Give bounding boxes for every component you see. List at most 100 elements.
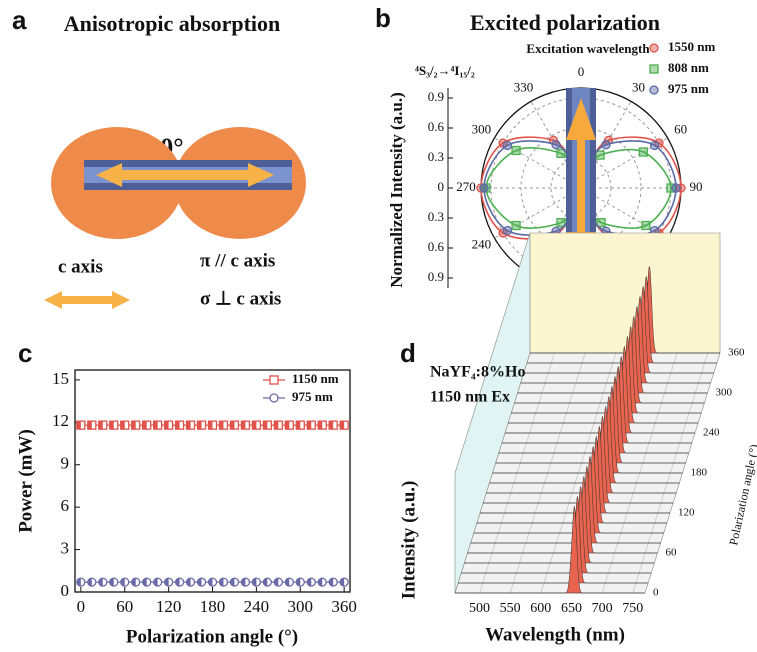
annotation: NaYF₄:8%Ho (430, 364, 525, 381)
y-axis-label: Power (mW) (15, 429, 36, 533)
marker-half (252, 421, 256, 429)
x-tick-label: 300 (288, 597, 314, 616)
r-tick-label: 0.6 (428, 119, 445, 134)
marker (512, 147, 520, 155)
theta-tick-label: 240 (472, 236, 492, 251)
x-tick-label: 600 (530, 601, 551, 616)
r-tick-label: 0 (438, 179, 445, 194)
x-tick-label: 750 (622, 601, 643, 616)
r-tick-label: 0.6 (428, 239, 445, 254)
z-tick-label: 240 (703, 427, 720, 439)
theta-tick-label: 0 (578, 64, 585, 79)
marker-half (154, 421, 158, 429)
theta-tick-label: 270 (456, 179, 476, 194)
marker (552, 141, 560, 149)
y-tick-label: 0 (61, 581, 70, 600)
marker-half (219, 421, 223, 429)
theta-tick-label: 330 (514, 79, 534, 94)
x-tick-label: 120 (156, 597, 182, 616)
theta-tick-label: 300 (472, 121, 492, 136)
marker (512, 222, 520, 230)
x-tick-label: 60 (116, 597, 133, 616)
marker-half (340, 421, 344, 429)
y-tick-label: 6 (61, 496, 70, 515)
marker-half (88, 421, 92, 429)
panel-label: d (400, 338, 416, 368)
y-axis-label: Intensity (a.u.) (398, 481, 419, 600)
marker (503, 227, 511, 235)
legend-label: 1150 nm (292, 371, 339, 386)
panel-label: b (375, 3, 391, 33)
marker-half (263, 421, 267, 429)
r-tick-label: 0.3 (428, 149, 444, 164)
theta-tick-label: 30 (632, 79, 645, 94)
marker-half (132, 421, 136, 429)
panel-label: c (18, 338, 32, 368)
marker-half (121, 421, 125, 429)
r-tick-label: 0.3 (428, 209, 444, 224)
x-tick-label: 240 (244, 597, 270, 616)
marker-half (110, 421, 114, 429)
z-tick-label: 0 (653, 587, 659, 599)
x-tick-label: 360 (331, 597, 357, 616)
x-tick-label: 650 (561, 601, 582, 616)
marker-half (209, 421, 213, 429)
z-tick-label: 300 (716, 387, 733, 399)
marker-half (285, 421, 289, 429)
marker-half (329, 421, 333, 429)
legend-label: 975 nm (668, 81, 709, 96)
panel-title: Anisotropic absorption (64, 11, 281, 36)
x-axis-label: Polarization angle (°) (126, 626, 298, 647)
y-axis-label: Normalized Intensity (a.u.) (387, 92, 406, 287)
legend-sigma: σ ⊥ c axis (200, 288, 281, 309)
marker (651, 142, 659, 150)
theta-tick-label: 60 (674, 121, 687, 136)
annotation: 1150 nm Ex (430, 389, 510, 406)
legend-c-axis: c axis (58, 256, 103, 277)
x-tick-label: 180 (200, 597, 226, 616)
z-axis-label: Polarization angle (°) (726, 443, 757, 546)
x-tick-label: 0 (77, 597, 86, 616)
chart-title: Excited polarization (470, 10, 660, 35)
marker (642, 222, 650, 230)
x-tick-label: 700 (592, 601, 613, 616)
legend-marker (270, 376, 278, 384)
x-tick-label: 500 (469, 601, 490, 616)
theta-tick-label: 90 (690, 179, 703, 194)
z-tick-label: 120 (678, 507, 695, 519)
legend-marker (650, 65, 658, 73)
marker-half (296, 421, 300, 429)
panel-label: a (12, 5, 27, 35)
r-tick-label: 0.9 (428, 89, 444, 104)
marker-half (143, 421, 147, 429)
marker (503, 142, 511, 150)
annotation: ⁴S₃/₂→⁴I₁₅/₂ (415, 63, 475, 78)
marker-half (198, 421, 202, 429)
marker (639, 148, 647, 156)
marker-half (187, 421, 191, 429)
z-tick-label: 180 (691, 467, 708, 479)
marker-half (307, 421, 311, 429)
marker-half (241, 421, 245, 429)
marker (672, 184, 680, 192)
legend-label: 975 nm (292, 389, 333, 404)
y-tick-label: 15 (52, 369, 69, 388)
legend-marker (650, 44, 658, 52)
legend-label: 1550 nm (668, 39, 715, 54)
marker-half (165, 421, 169, 429)
y-tick-label: 9 (61, 454, 70, 473)
marker-half (99, 421, 103, 429)
marker-half (176, 421, 180, 429)
z-tick-label: 360 (728, 347, 745, 359)
legend-marker (270, 394, 278, 402)
marker (480, 184, 488, 192)
marker-half (77, 421, 81, 429)
r-tick-label: 0.9 (428, 269, 444, 284)
y-tick-label: 3 (61, 538, 70, 557)
marker-half (318, 421, 322, 429)
x-axis-label: Wavelength (nm) (485, 624, 625, 645)
x-tick-label: 550 (500, 601, 521, 616)
figure: a Anisotropic absorption 0° c axis π // … (0, 0, 757, 652)
